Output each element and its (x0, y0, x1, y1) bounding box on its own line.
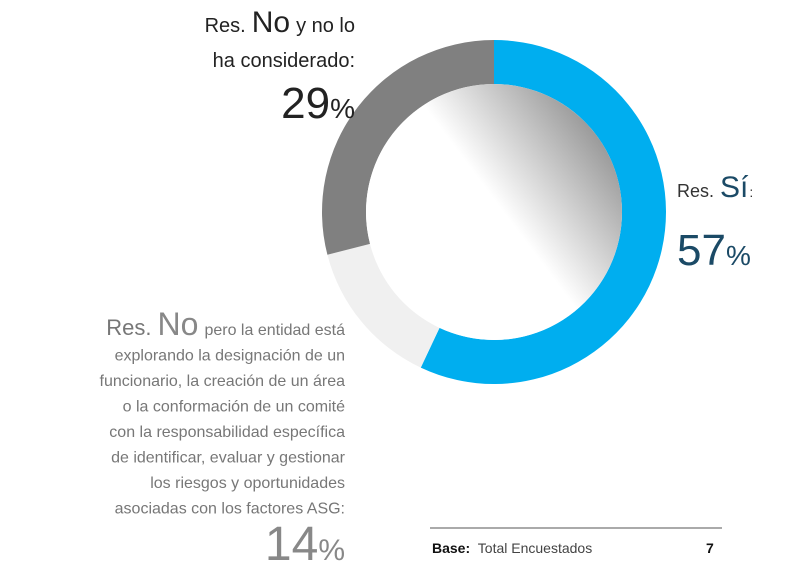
base-text: Total Encuestados (478, 540, 592, 556)
label-key: No (158, 306, 199, 342)
value-number: 29 (281, 79, 330, 128)
donut-slice (322, 40, 494, 255)
label-text: : (749, 184, 753, 200)
label-line: ha considerado: (213, 50, 355, 72)
label-line: o la conformación de un comité (123, 399, 345, 416)
value-unit: % (726, 240, 751, 271)
label-prefix: Res. (205, 15, 246, 37)
value-number: 14 (265, 518, 318, 569)
value-label: 29% (281, 79, 355, 128)
label-line: explorando la designación de un (115, 348, 345, 365)
label-prefix: Res. (106, 315, 151, 340)
label-line: de identificar, evaluar y gestionar (111, 450, 346, 467)
label-line: asociadas con los factores ASG: (115, 501, 345, 518)
donut-center (366, 84, 622, 340)
label-key: No (252, 6, 290, 39)
label-line: funcionario, la creación de un área (100, 373, 346, 390)
value-unit: % (318, 534, 345, 567)
donut-slice (327, 243, 440, 368)
label-text: pero la entidad está (204, 322, 345, 339)
donut (322, 40, 666, 384)
base-value: 7 (706, 540, 714, 556)
base-label: Base: (432, 540, 470, 556)
label-key: Sí (720, 171, 749, 204)
value-unit: % (330, 93, 355, 124)
value-label: 57% (677, 226, 751, 275)
label-line: los riesgos y oportunidades (150, 475, 345, 492)
slice-label: Res. No pero la entidad está (106, 306, 345, 342)
value-number: 57 (677, 226, 726, 275)
label-prefix: Res. (677, 181, 714, 201)
slice-label: Res. No y no lo (205, 6, 355, 39)
slice-label: Res. Sí: (677, 171, 753, 204)
value-label: 14% (265, 518, 345, 569)
footer: Base: Total Encuestados (432, 540, 592, 556)
label-line: con la responsabilidad específica (109, 424, 345, 441)
label-text: y no lo (296, 15, 355, 37)
donut-slice (420, 40, 666, 384)
